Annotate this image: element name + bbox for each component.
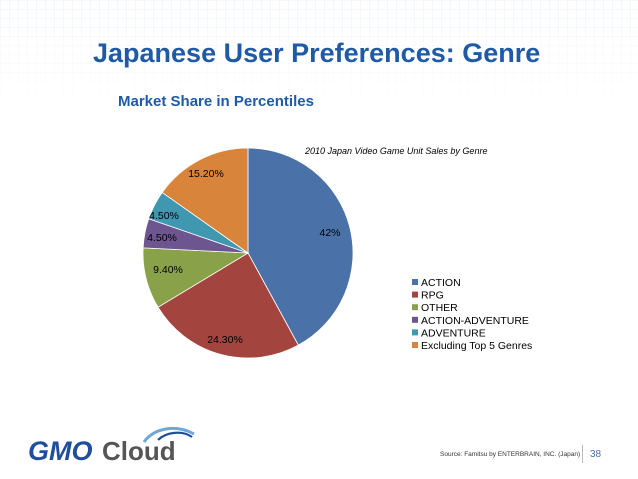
slide-title: Japanese User Preferences: Genre: [93, 38, 541, 68]
slice-data-label: 24.30%: [207, 334, 243, 346]
slice-data-label: 4.50%: [149, 210, 179, 222]
cloud-logo-icon: GMO Cloud: [28, 426, 195, 466]
slice-data-label: 9.40%: [153, 264, 183, 276]
legend-label: ACTION: [421, 277, 461, 289]
source-note: Source: Famitsu by ENTERBRAIN, INC. (Jap…: [440, 451, 581, 458]
legend-label: OTHER: [421, 302, 458, 314]
legend-swatch: [412, 329, 418, 336]
pie-slice-action: [247, 147, 354, 346]
legend-swatch: [412, 291, 418, 298]
logo-text-cloud: Cloud: [102, 436, 176, 466]
legend-swatch: [412, 316, 418, 323]
slice-data-label: 15.20%: [188, 168, 224, 180]
legend-label: ACTION-ADVENTURE: [421, 315, 529, 327]
slice-data-label: 42%: [319, 227, 340, 239]
legend-swatch: [412, 279, 418, 285]
pie-slice-excluding-top-5-genres: [161, 147, 249, 254]
logo-text-gmo: GMO: [28, 436, 93, 466]
gmo-cloud-logo: GMO Cloud: [26, 420, 206, 470]
page-number: 38: [590, 449, 602, 460]
pie-slice-rpg: [157, 252, 299, 359]
slice-data-label: 4.50%: [147, 232, 177, 244]
slide-subtitle: Market Share in Percentiles: [118, 93, 314, 110]
chart-title: 2010 Japan Video Game Unit Sales by Genr…: [304, 146, 487, 156]
legend-swatch: [412, 304, 418, 311]
legend-label: Excluding Top 5 Genres: [421, 340, 532, 352]
legend-label: RPG: [421, 290, 444, 302]
page-divider: [582, 445, 583, 463]
legend-label: ADVENTURE: [421, 327, 486, 339]
legend-swatch: [412, 342, 418, 348]
